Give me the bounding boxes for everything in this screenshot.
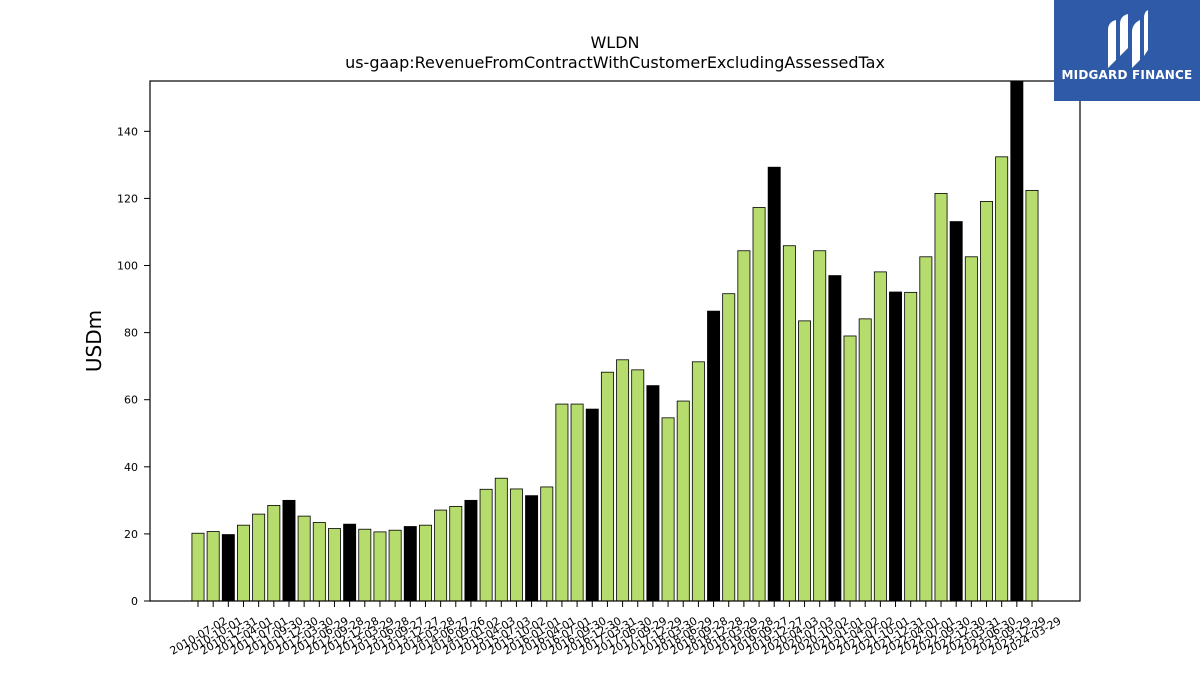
bar-2019-03-29 (722, 293, 736, 602)
bar-2018-03-30 (661, 417, 675, 602)
bar-2019-06-28 (737, 250, 751, 602)
bar-2017-06-30 (616, 359, 630, 602)
bar-2018-09-28 (691, 361, 705, 602)
bar-2013-12-27 (403, 526, 417, 602)
y-axis-label: USDm (82, 310, 106, 372)
chart-subtitle: us-gaap:RevenueFromContractWithCustomerE… (345, 53, 885, 72)
chart-title: WLDN (590, 33, 639, 52)
bar-2011-09-30 (267, 504, 281, 602)
y-tick-label: 80 (124, 327, 138, 340)
y-tick-label: 120 (117, 192, 138, 205)
bar-2022-07-01 (919, 256, 933, 602)
bar-2016-04-01 (540, 486, 554, 602)
bar-2016-12-30 (585, 408, 599, 602)
brand-name: MIDGARD FINANCE (1061, 68, 1193, 82)
bar-2019-12-27 (767, 166, 781, 602)
bar-series (191, 80, 1039, 602)
bar-2012-03-30 (297, 515, 311, 602)
bar-2011-12-30 (282, 499, 296, 602)
bar-2013-09-27 (388, 529, 402, 602)
bar-2011-04-01 (237, 524, 250, 602)
midgard-logo-mark-icon (1108, 10, 1148, 68)
y-axis: 0 20 40 60 80 100 120 140 (117, 125, 150, 608)
y-tick-label: 100 (117, 260, 138, 273)
bar-2023-09-29 (995, 156, 1009, 602)
bar-2012-06-29 (312, 522, 326, 602)
x-axis: 2010-07-022010-10-012010-12-312011-04-01… (168, 601, 1064, 658)
bar-2010-12-31 (221, 534, 235, 602)
bar-2023-03-31 (964, 256, 978, 602)
plot-frame (149, 80, 1081, 602)
y-tick-label: 0 (131, 595, 138, 608)
bar-2019-09-27 (752, 207, 766, 602)
bar-2015-04-03 (479, 488, 493, 602)
bar-2012-09-28 (328, 528, 341, 602)
bar-2018-12-28 (707, 310, 721, 602)
bar-2017-09-29 (631, 369, 645, 602)
bar-2020-07-03 (798, 320, 812, 602)
bar-2016-09-30 (570, 403, 584, 602)
bar-2021-01-01 (828, 275, 842, 602)
bar-2014-09-26 (449, 505, 463, 602)
bar-2021-04-02 (843, 335, 857, 602)
bar-2022-09-30 (934, 192, 948, 602)
bar-2021-07-02 (858, 318, 872, 602)
bar-2018-06-29 (676, 400, 690, 602)
bar-2021-10-01 (873, 271, 887, 602)
y-tick-label: 20 (124, 528, 138, 541)
bar-2017-12-29 (646, 385, 660, 602)
bar-2014-06-27 (434, 509, 448, 602)
bar-2023-06-30 (980, 201, 993, 602)
bar-2010-07-02 (191, 532, 205, 602)
bar-2022-04-01 (904, 291, 918, 602)
y-tick-label: 140 (117, 125, 138, 138)
y-tick-label: 60 (124, 394, 138, 407)
bar-2017-03-31 (600, 371, 614, 602)
bar-2015-10-02 (509, 488, 523, 602)
brand-logo: MIDGARD FINANCE (1054, 0, 1200, 101)
bar-2024-03-29 (1025, 189, 1039, 602)
bar-2013-06-28 (373, 531, 387, 602)
bar-2022-12-30 (949, 221, 963, 602)
bar-2020-04-03 (782, 245, 796, 602)
bar-2013-03-29 (358, 528, 372, 602)
bar-2016-07-01 (555, 403, 569, 602)
bar-2015-01-02 (464, 499, 478, 602)
bar-2010-10-01 (206, 531, 220, 602)
bar-2023-12-29 (1010, 80, 1024, 602)
bar-2011-07-01 (252, 513, 266, 602)
bar-2015-07-03 (494, 477, 508, 602)
bar-2014-03-28 (418, 524, 432, 602)
bar-2016-01-01 (525, 495, 539, 602)
bar-2012-12-28 (343, 523, 357, 602)
bar-2020-10-02 (813, 250, 827, 602)
y-tick-label: 40 (124, 461, 138, 474)
bar-2021-12-31 (889, 291, 902, 602)
